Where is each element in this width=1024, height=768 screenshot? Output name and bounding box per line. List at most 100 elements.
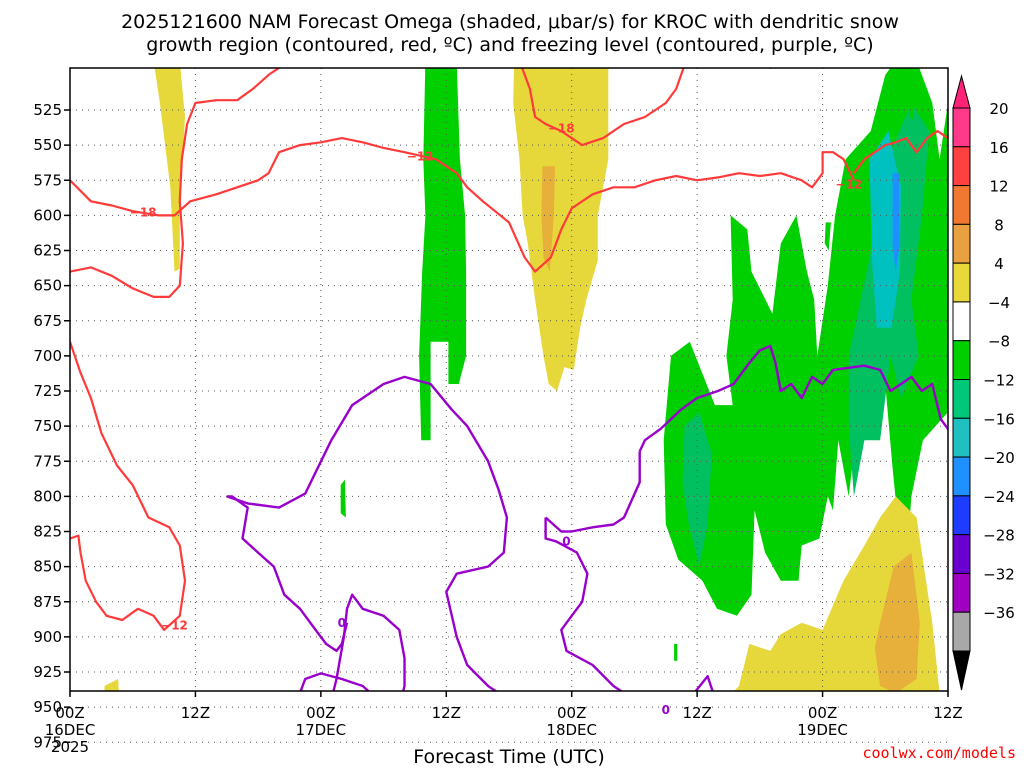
contour-label-4: −12 bbox=[161, 619, 188, 633]
contour-label-3: −12 bbox=[835, 177, 862, 191]
y-tick-label-950: 950 bbox=[33, 698, 62, 716]
x-tick-label-0-2: 2025 bbox=[51, 738, 89, 756]
colorbar-box-1 bbox=[952, 146, 971, 187]
contour-label-5: 0 bbox=[338, 616, 346, 630]
watermark: coolwx.com/models bbox=[862, 744, 1016, 762]
freezing-contour-4 bbox=[638, 344, 948, 452]
colorbar-label-8: −16 bbox=[983, 410, 1015, 428]
omega-region-3 bbox=[419, 68, 467, 441]
x-tick-label-72-1: 19DEC bbox=[797, 721, 848, 739]
omega-region-2 bbox=[541, 166, 555, 272]
contour-label-7: 0 bbox=[662, 703, 670, 717]
colorbar-box-13 bbox=[952, 611, 971, 652]
freezing-contour-0 bbox=[226, 375, 509, 691]
omega-region-18 bbox=[104, 679, 119, 691]
freezing-contour-5 bbox=[544, 451, 641, 533]
snow-contour-2 bbox=[520, 68, 686, 147]
contour-labels: −18 −12 −18 −12 −12 0 0 0 bbox=[130, 121, 862, 717]
colorbar-box-10 bbox=[952, 495, 971, 536]
snow-contour-0 bbox=[70, 137, 855, 273]
colorbar-box-12 bbox=[952, 572, 971, 613]
y-tick-label-875: 875 bbox=[33, 593, 62, 611]
x-tick-label-36-0: 12Z bbox=[432, 704, 461, 722]
colorbar-label-6: −8 bbox=[988, 333, 1010, 351]
colorbar-label-0: 20 bbox=[989, 100, 1008, 118]
colorbar-label-4: 4 bbox=[994, 255, 1004, 273]
contour-label-2: −18 bbox=[548, 121, 575, 135]
contour-label-6: 0 bbox=[562, 534, 570, 548]
colorbar: 20 16 12 8 4 −4 −8 −12 −16 −20 −24 −28 −32 −36 bbox=[952, 74, 1015, 691]
colorbar-label-5: −4 bbox=[988, 294, 1010, 312]
colorbar-box-5 bbox=[952, 301, 971, 342]
y-tick-label-750: 750 bbox=[33, 417, 62, 435]
colorbar-label-9: −20 bbox=[983, 449, 1015, 467]
contour-label-0: −18 bbox=[130, 206, 157, 220]
y-tick-label-800: 800 bbox=[33, 487, 62, 505]
colorbar-box-3 bbox=[952, 223, 971, 264]
colorbar-label-13: −36 bbox=[983, 604, 1015, 622]
colorbar-label-7: −12 bbox=[983, 372, 1015, 390]
y-tick-label-925: 925 bbox=[33, 663, 62, 681]
snow-contour-4 bbox=[853, 130, 948, 174]
y-tick-label-850: 850 bbox=[33, 558, 62, 576]
y-tick-label-675: 675 bbox=[33, 312, 62, 330]
plot-frame bbox=[69, 67, 949, 692]
omega-region-10 bbox=[340, 479, 346, 518]
colorbar-box-2 bbox=[952, 185, 971, 225]
colorbar-bottom-arrow bbox=[952, 650, 971, 691]
omega-region-12 bbox=[909, 74, 915, 120]
colorbar-label-12: −32 bbox=[983, 565, 1015, 583]
freezing-contour-2 bbox=[226, 495, 349, 653]
x-tick-label-0-1: 16DEC bbox=[45, 721, 96, 739]
grid-lines bbox=[69, 68, 949, 743]
y-tick-label-725: 725 bbox=[33, 382, 62, 400]
y-tick-label-600: 600 bbox=[33, 206, 62, 224]
y-tick-label-825: 825 bbox=[33, 523, 62, 541]
y-tick-label-550: 550 bbox=[33, 136, 62, 154]
x-tick-label-60-0: 12Z bbox=[682, 704, 711, 722]
freezing-contour-3 bbox=[544, 517, 714, 691]
contour-label-1: −12 bbox=[407, 149, 434, 163]
colorbar-box-9 bbox=[952, 456, 971, 497]
x-tick-label-24-1: 17DEC bbox=[296, 721, 347, 739]
y-axis: 525 550 575 600 625 650 675 700 725 750 775 800 825 8… bbox=[33, 101, 70, 751]
colorbar-label-1: 16 bbox=[989, 139, 1008, 157]
x-tick-label-48-0: 00Z bbox=[557, 704, 586, 722]
y-tick-label-775: 775 bbox=[33, 452, 62, 470]
colorbar-label-11: −28 bbox=[983, 527, 1015, 545]
colorbar-box-6 bbox=[952, 340, 971, 381]
colorbar-box-4 bbox=[952, 262, 971, 303]
x-tick-label-72-0: 00Z bbox=[808, 704, 837, 722]
x-tick-label-0-0: 00Z bbox=[55, 704, 84, 722]
omega-region-9 bbox=[824, 222, 831, 251]
colorbar-label-3: 8 bbox=[994, 216, 1004, 234]
y-tick-label-700: 700 bbox=[33, 347, 62, 365]
omega-region-8 bbox=[892, 173, 900, 272]
y-tick-label-650: 650 bbox=[33, 277, 62, 295]
omega-region-11 bbox=[674, 643, 678, 661]
y-tick-label-900: 900 bbox=[33, 628, 62, 646]
y-tick-label-975: 975 bbox=[33, 733, 62, 751]
y-tick-label-625: 625 bbox=[33, 242, 62, 260]
omega-region-0 bbox=[154, 68, 185, 272]
colorbar-box-7 bbox=[952, 379, 971, 419]
snow-contour-5 bbox=[70, 341, 187, 632]
y-tick-label-575: 575 bbox=[33, 171, 62, 189]
x-tick-label-12-0: 12Z bbox=[181, 704, 210, 722]
chart-title-line1: 2025121600 NAM Forecast Omega (shaded, μ… bbox=[121, 11, 899, 33]
snow-contour-1 bbox=[70, 68, 282, 298]
omega-region-14 bbox=[874, 552, 920, 691]
colorbar-box-8 bbox=[952, 417, 971, 458]
x-tick-label-84-0: 12Z bbox=[933, 704, 962, 722]
colorbar-label-10: −24 bbox=[983, 488, 1015, 506]
y-tick-label-525: 525 bbox=[33, 101, 62, 119]
x-tick-label-24-0: 00Z bbox=[306, 704, 335, 722]
colorbar-box-0 bbox=[952, 107, 971, 148]
chart-title-line2: growth region (contoured, red, ºC) and f… bbox=[146, 34, 873, 56]
omega-region-6 bbox=[682, 412, 712, 567]
colorbar-label-2: 12 bbox=[989, 178, 1008, 196]
colorbar-box-11 bbox=[952, 534, 971, 574]
x-tick-label-48-1: 18DEC bbox=[546, 721, 597, 739]
